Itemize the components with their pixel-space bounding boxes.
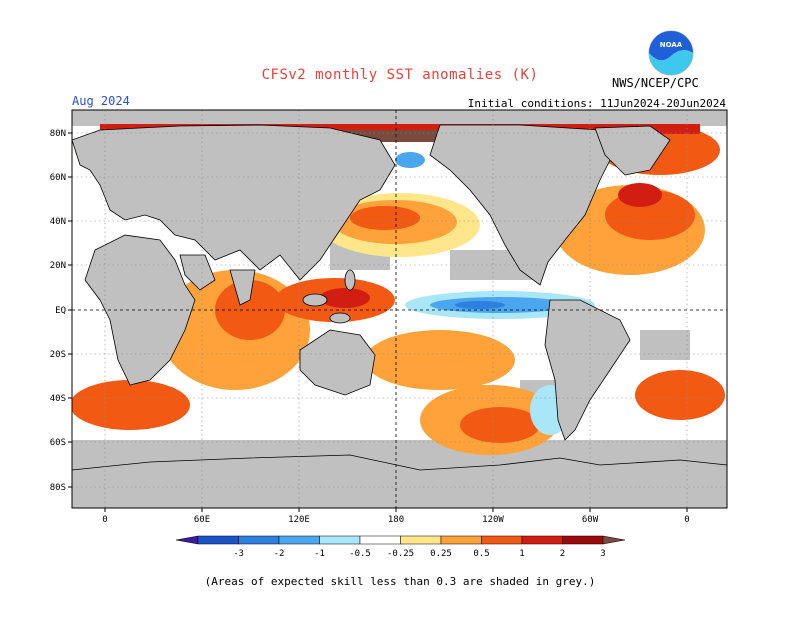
colorbar-label: 0.5 [473, 549, 489, 559]
colorbar-label: 0.25 [430, 549, 452, 559]
skill-footnote: (Areas of expected skill less than 0.3 a… [204, 575, 596, 588]
lon-tick-label: 120E [288, 515, 310, 525]
colorbar-label: 1 [519, 549, 524, 559]
gridlines [72, 110, 727, 508]
forecast-period: Aug 2024 [72, 94, 130, 108]
colorbar-swatch [319, 535, 361, 545]
lon-tick-label: 60W [582, 515, 599, 525]
colorbar-label: -0.25 [387, 549, 414, 559]
colorbar-swatch [278, 535, 320, 545]
colorbar-min-arrow [175, 535, 199, 545]
colorbar-label: 2 [560, 549, 565, 559]
colorbar-label: 3 [600, 549, 605, 559]
colorbar-swatch [481, 535, 523, 545]
lon-tick-label: 60E [194, 515, 210, 525]
colorbar-label: -2 [274, 549, 285, 559]
lat-tick-label: EQ [55, 306, 66, 316]
lat-tick-label: 80N [50, 129, 66, 139]
map-frame [71, 109, 728, 509]
colorbar-swatch [197, 535, 239, 545]
continents [72, 124, 727, 508]
noaa-logo-text: NOAA [660, 41, 683, 49]
colorbar-label: -1 [314, 549, 325, 559]
map-title: CFSv2 monthly SST anomalies (K) [261, 67, 539, 83]
lat-tick-label: 20S [50, 350, 66, 360]
colorbar-swatch [359, 535, 401, 545]
colorbar-swatch [400, 535, 442, 545]
initial-conditions: Initial conditions: 11Jun2024-20Jun2024 [467, 97, 726, 110]
lat-tick-label: 40N [50, 217, 66, 227]
latitude-axis: 80N 60N 40N 20N EQ 20S 40S 60S 80S [50, 129, 72, 493]
colorbar-label: -0.5 [349, 549, 371, 559]
colorbar-swatch [562, 535, 604, 545]
lat-tick-label: 60N [50, 173, 66, 183]
agency-label: NWS/NCEP/CPC [612, 76, 699, 90]
lat-tick-label: 40S [50, 394, 66, 404]
lon-tick-label: 120W [482, 515, 504, 525]
lon-tick-label: 180 [388, 515, 404, 525]
lon-tick-label: 0 [102, 515, 107, 525]
colorbar: -3 -2 -1 -0.5 -0.25 0.25 0.5 1 2 3 [175, 535, 626, 559]
colorbar-swatch [238, 535, 280, 545]
lon-tick-label: 0 [684, 515, 689, 525]
lat-tick-label: 60S [50, 438, 66, 448]
map-panel [72, 110, 727, 508]
colorbar-swatch [440, 535, 482, 545]
colorbar-max-arrow [602, 535, 626, 545]
colorbar-label: -3 [233, 549, 244, 559]
noaa-logo: NOAA [648, 30, 694, 76]
colorbar-swatch [521, 535, 563, 545]
equator-dateline [72, 110, 727, 508]
lat-tick-label: 20N [50, 261, 66, 271]
longitude-axis: 0 60E 120E 180 120W 60W 0 [102, 508, 690, 525]
lat-tick-label: 80S [50, 483, 66, 493]
